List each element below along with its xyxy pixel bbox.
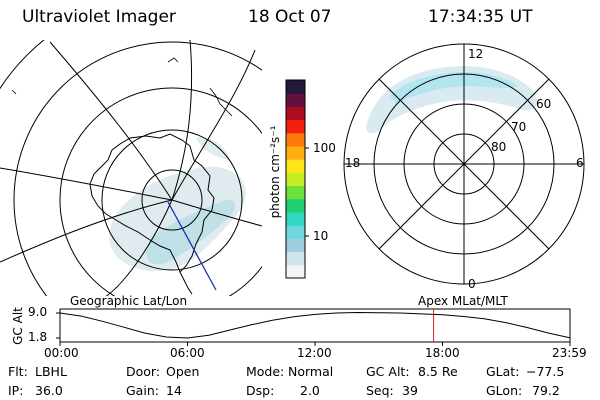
instrument-title: Ultraviolet Imager	[22, 7, 176, 27]
colorbar-segment	[286, 172, 305, 187]
altitude-x-tick-2: 12:00	[297, 346, 332, 360]
colorbar-segment	[286, 212, 305, 226]
altitude-plot	[56, 308, 571, 346]
observation-date: 18 Oct 07	[248, 7, 332, 27]
glat-label: GLat:	[486, 364, 520, 379]
ip-value: 36.0	[35, 383, 63, 398]
right-aurora-bright	[390, 72, 518, 104]
mlat-label-70: 70	[511, 120, 527, 134]
dsp-label: Dsp:	[246, 383, 275, 398]
altitude-x-tick-4: 23:59	[552, 346, 587, 360]
door-label: Door:	[126, 364, 161, 379]
colorbar-segment	[286, 93, 305, 107]
mlt-label-12: 12	[468, 47, 484, 61]
gain-label: Gain:	[126, 383, 159, 398]
mlat-label-80: 80	[491, 140, 507, 154]
mode-label: Mode:	[246, 364, 285, 379]
colorbar-segment	[286, 264, 305, 279]
door-value: Open	[166, 364, 200, 379]
altitude-x-tick-0: 00:00	[44, 346, 79, 360]
colorbar-segment	[286, 106, 305, 121]
colorbar-segment	[286, 146, 305, 160]
altitude-y-label: GC Alt	[11, 307, 25, 345]
ip-label: IP:	[8, 383, 24, 398]
seq-value: 39	[402, 383, 418, 398]
colorbar-segment	[286, 132, 305, 147]
left-map-label: Geographic Lat/Lon	[70, 294, 188, 308]
dsp-value: 2.0	[300, 383, 320, 398]
observation-time: 17:34:35 UT	[428, 7, 533, 27]
gc-alt-label: GC Alt:	[366, 364, 410, 379]
colorbar-segment	[286, 80, 305, 94]
left-aurora-dots	[196, 137, 230, 160]
seq-label: Seq:	[366, 383, 394, 398]
colorbar-segment	[286, 251, 305, 266]
right-map-label: Apex MLat/MLT	[418, 294, 508, 308]
mlt-label-0: 0	[468, 277, 476, 291]
glon-label: GLon:	[486, 383, 523, 398]
mlt-label-18: 18	[345, 156, 361, 170]
gain-value: 14	[166, 383, 182, 398]
gc-alt-value: 8.5 Re	[418, 364, 458, 379]
filter-label: Flt:	[8, 364, 28, 379]
mode-value: Normal	[288, 364, 334, 379]
left-aurora-core	[146, 199, 235, 265]
glon-value: 79.2	[532, 383, 560, 398]
colorbar-unit-label: photon cm⁻²s⁻¹	[268, 125, 282, 219]
filter-value: LBHL	[35, 364, 67, 379]
colorbar-segment	[286, 198, 305, 213]
altitude-y-tick-top: 9.0	[28, 305, 48, 319]
magnetic-map	[343, 43, 585, 285]
geographic-map	[0, 40, 262, 296]
colorbar-segment	[286, 159, 305, 173]
colorbar-segment	[286, 225, 305, 239]
colorbar-frame	[285, 79, 306, 279]
mlt-label-6: 6	[576, 156, 584, 170]
altitude-x-tick-3: 18:00	[425, 346, 460, 360]
northern-land	[11, 57, 233, 117]
colorbar-segment	[286, 185, 305, 200]
altitude-y-tick-bottom: 1.8	[28, 330, 48, 344]
latitude-circles	[0, 40, 262, 296]
altitude-x-tick-1: 06:00	[170, 346, 205, 360]
colorbar	[286, 80, 305, 279]
antarctica-coastline	[89, 133, 215, 273]
altitude-series-line	[59, 311, 570, 339]
meridian-lines	[0, 40, 262, 296]
colorbar-tick-label-100: 100	[313, 141, 336, 155]
colorbar-tick-label-10: 10	[313, 229, 329, 243]
colorbar-segment	[286, 238, 305, 253]
colorbar-segment	[286, 119, 305, 134]
antarctic-peninsula	[179, 271, 193, 295]
glat-value: −77.5	[526, 364, 565, 379]
mlat-label-60: 60	[536, 97, 552, 111]
sunward-track	[167, 201, 217, 291]
